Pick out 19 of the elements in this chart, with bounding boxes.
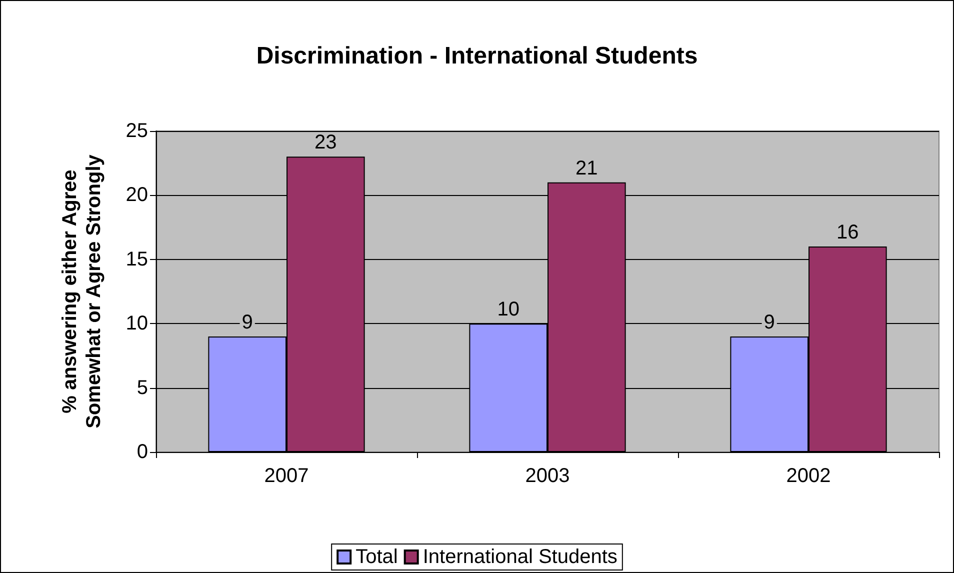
data-label: 9	[242, 311, 253, 334]
x-tick-label: 2007	[264, 465, 309, 487]
legend-label: Total	[356, 546, 398, 568]
chart-title: Discrimination - International Students	[256, 42, 698, 70]
data-label: 23	[314, 132, 337, 154]
x-tick-label: 2003	[525, 465, 570, 487]
legend-label: International Students	[422, 546, 618, 568]
data-label: 21	[576, 157, 598, 180]
y-tick-label: 5	[136, 376, 148, 399]
data-label: 16	[836, 222, 859, 244]
y-tick-label: 15	[126, 248, 148, 270]
y-tick-label: 25	[126, 120, 148, 142]
y-tick-label: 0	[136, 441, 148, 463]
data-label: 10	[497, 298, 520, 321]
y-tick-label: 20	[126, 184, 148, 206]
y-tick-label: 10	[126, 312, 148, 335]
y-axis-title: % answering either Agree Somewhat or Agree Strongly	[59, 154, 105, 428]
x-tick-label: 2002	[786, 465, 831, 487]
data-label: 9	[764, 311, 775, 334]
